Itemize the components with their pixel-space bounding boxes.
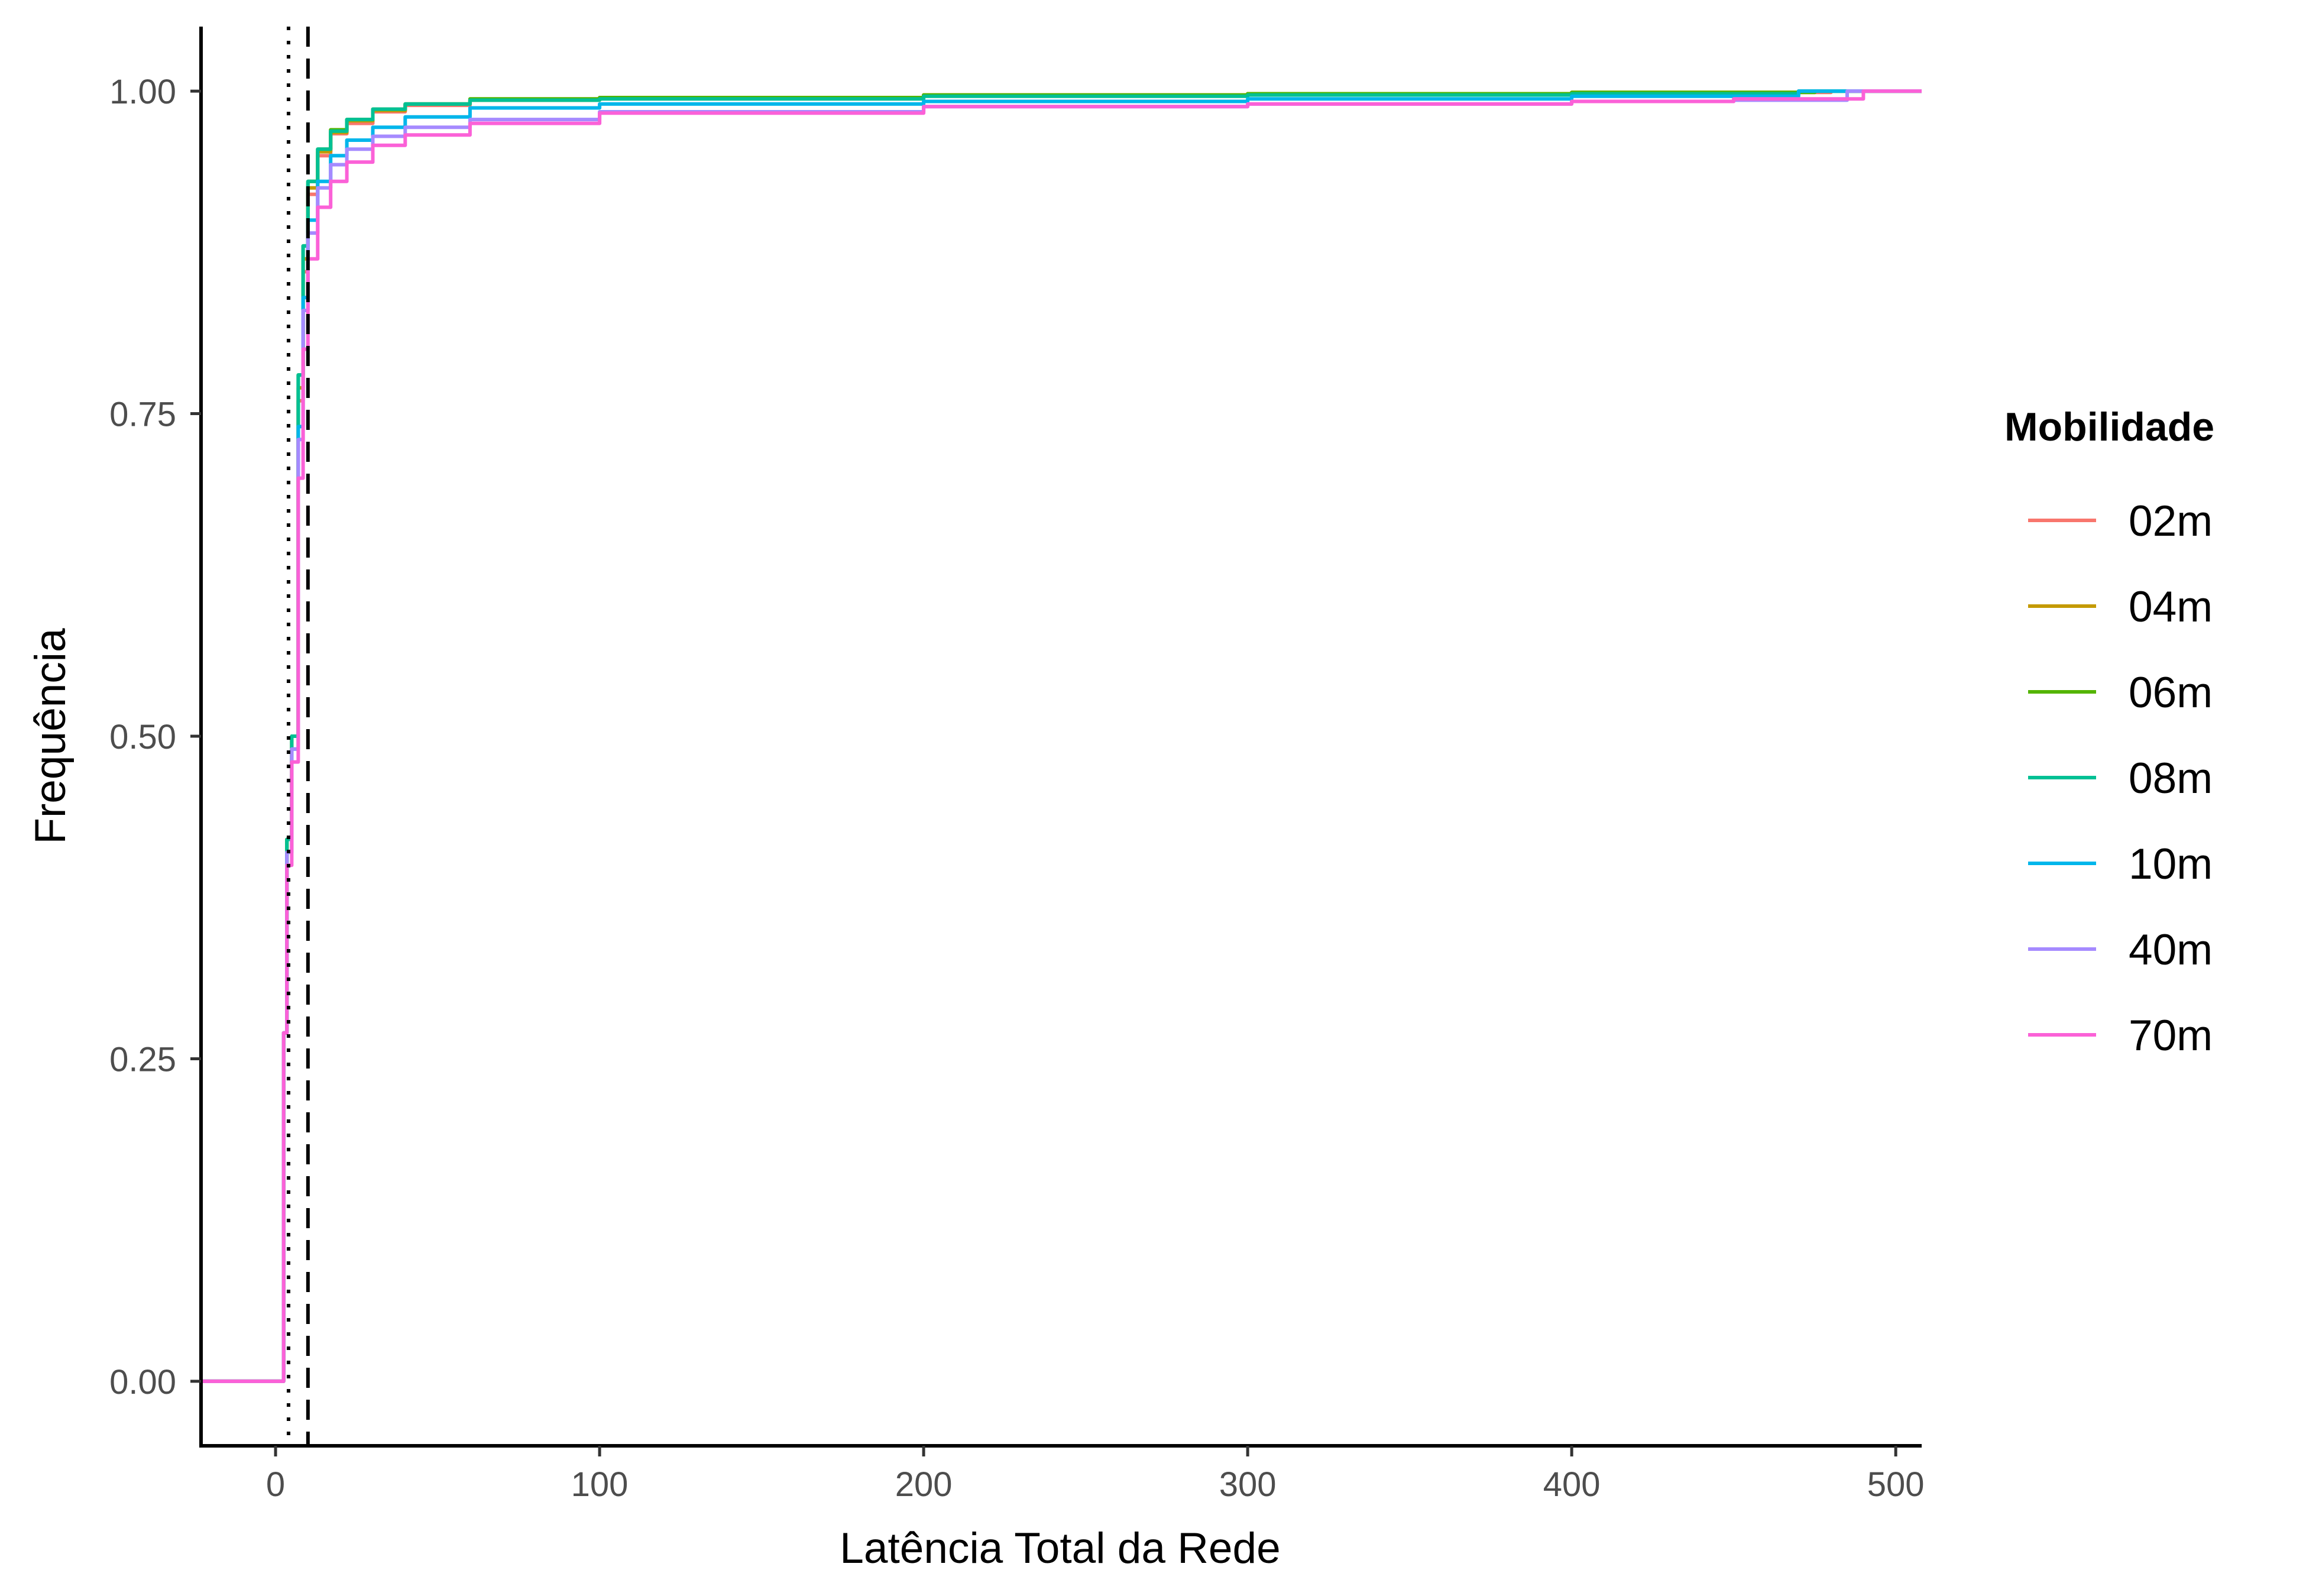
legend-items: 02m 04m 06m 08m 10m 40m 70m <box>2028 497 2213 1060</box>
legend-title: Mobilidade <box>2004 404 2214 449</box>
y-tick-label: 0.00 <box>109 1363 176 1401</box>
y-tick-label: 1.00 <box>109 73 176 111</box>
x-tick-label: 100 <box>571 1465 629 1504</box>
legend-label-06m: 06m <box>2129 669 2213 717</box>
x-tick-label: 200 <box>895 1465 953 1504</box>
series-layer <box>201 89 1922 1383</box>
x-ticks: 0 100 200 300 400 500 <box>266 1446 1925 1504</box>
x-tick-label: 500 <box>1867 1465 1925 1504</box>
axes <box>199 27 1922 1448</box>
series-line-08m <box>201 89 1922 1383</box>
y-tick-label: 0.50 <box>109 718 176 756</box>
x-tick-label: 400 <box>1543 1465 1601 1504</box>
series-line-02m <box>201 89 1922 1383</box>
legend-label-10m: 10m <box>2129 840 2213 888</box>
y-tick-label: 0.75 <box>109 396 176 434</box>
x-axis-title: Latência Total da Rede <box>840 1524 1280 1572</box>
series-line-06m <box>201 89 1922 1383</box>
series-line-04m <box>201 89 1922 1383</box>
series-line-10m <box>201 89 1922 1383</box>
reference-lines <box>286 27 310 1446</box>
legend-label-70m: 70m <box>2129 1012 2213 1060</box>
legend-label-08m: 08m <box>2129 755 2213 802</box>
x-tick-label: 0 <box>266 1465 285 1504</box>
legend-label-02m: 02m <box>2129 497 2213 545</box>
x-tick-label: 300 <box>1219 1465 1277 1504</box>
y-axis-title: Frequência <box>27 628 75 844</box>
legend-label-40m: 40m <box>2129 926 2213 974</box>
series-line-40m <box>201 89 1922 1383</box>
y-ticks: 0.00 0.25 0.50 0.75 1.00 <box>109 73 201 1401</box>
series-line-70m <box>201 89 1922 1383</box>
legend-label-04m: 04m <box>2129 583 2213 631</box>
y-tick-label: 0.25 <box>109 1040 176 1079</box>
legend: Mobilidade 02m 04m 06m 08m 10m 40m 70m <box>2004 404 2214 1060</box>
